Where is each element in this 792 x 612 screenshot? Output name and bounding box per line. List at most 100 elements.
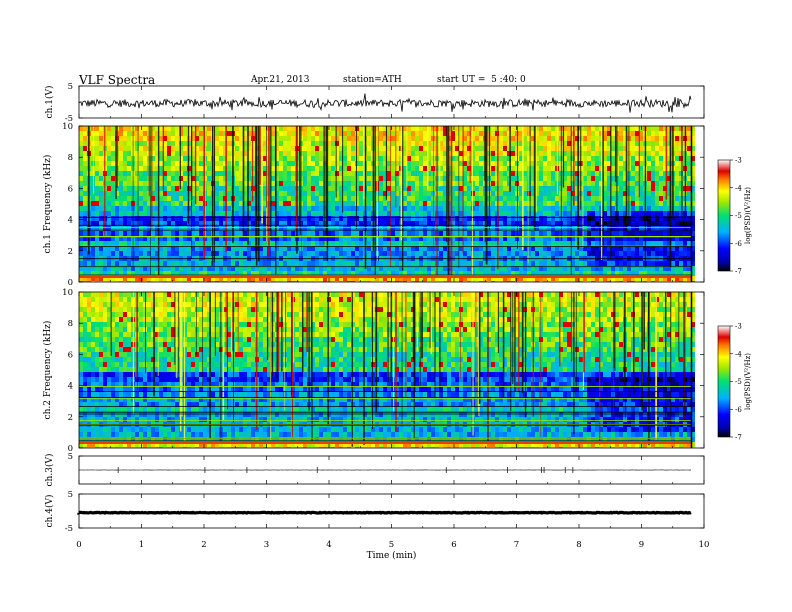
psd-cell [639,151,643,156]
psd-cell [219,156,223,161]
psd-cell [527,216,531,221]
psd-cell [607,131,611,136]
psd-cell [319,226,323,231]
psd-cell [279,216,283,221]
psd-cell [243,196,247,201]
psd-cell [687,196,691,201]
psd-cell [207,241,211,246]
psd-cell [163,166,167,171]
psd-cell [551,271,555,276]
psd-cell [523,241,527,246]
psd-cell [411,136,415,141]
psd-cell [135,236,139,241]
psd-cell [655,196,659,201]
psd-cell [663,156,667,161]
psd-cell [371,261,375,266]
psd-cell [227,221,231,226]
psd-cell [151,236,155,241]
psd-cell [339,211,343,216]
psd-cell [451,141,455,146]
psd-cell [123,166,127,171]
psd-cell [443,161,447,166]
psd-cell [499,131,503,136]
psd-cell [503,276,507,281]
psd-cell [639,271,643,276]
psd-cell [527,191,531,196]
psd-cell [679,146,683,151]
psd-cell [247,141,251,146]
psd-cell [99,241,103,246]
psd-cell [411,216,415,221]
psd-cell [107,171,111,176]
psd-cell [663,166,667,171]
psd-cell [451,196,455,201]
psd-cell [211,231,215,236]
psd-cell [439,211,443,216]
psd-cell [691,221,695,226]
psd-cell [687,156,691,161]
psd-cell [227,181,231,186]
psd-cell [175,221,179,226]
psd-cell [315,261,319,266]
psd-cell [91,181,95,186]
psd-cell [303,261,307,266]
psd-cell [167,281,171,282]
psd-cell [687,241,691,246]
psd-cell [639,131,643,136]
psd-cell [211,271,215,276]
psd-cell [591,206,595,211]
psd-cell [111,241,115,246]
psd-cell [191,181,195,186]
psd-cell [215,156,219,161]
psd-cell [239,141,243,146]
psd-cell [123,161,127,166]
psd-cell [587,196,591,201]
psd-cell [239,246,243,251]
psd-cell [291,171,295,176]
psd-cell [367,271,371,276]
psd-cell [139,241,143,246]
psd-cell [315,221,319,226]
psd-cell [155,281,159,282]
psd-cell [671,236,675,241]
psd-cell [527,181,531,186]
psd-cell [443,216,447,221]
psd-cell [311,251,315,256]
psd-cell [575,211,579,216]
psd-cell [475,146,479,151]
psd-cell [247,181,251,186]
psd-cell [675,156,679,161]
psd-cell [551,146,555,151]
psd-cell [383,231,387,236]
psd-cell [223,221,227,226]
psd-cell [491,241,495,246]
psd-cell [667,221,671,226]
psd-cell [303,226,307,231]
psd-cell [423,221,427,226]
psd-cell [259,226,263,231]
psd-cell [127,261,131,266]
psd-cell [299,191,303,196]
psd-cell [611,281,615,282]
psd-cell [683,281,687,282]
psd-cell [339,261,343,266]
psd-cell [87,281,91,282]
psd-cell [299,226,303,231]
psd-cell [659,231,663,236]
psd-cell [659,196,663,201]
psd-cell [675,166,679,171]
psd-cell [631,211,635,216]
psd-cell [675,186,679,191]
psd-cell [479,131,483,136]
psd-cell [359,276,363,281]
psd-cell [411,186,415,191]
psd-cell [103,266,107,271]
psd-cell [263,216,267,221]
psd-cell [607,221,611,226]
psd-cell [111,251,115,256]
psd-cell [659,131,663,136]
psd-cell [107,281,111,282]
psd-cell [503,186,507,191]
psd-cell [359,201,363,206]
psd-cell [383,246,387,251]
